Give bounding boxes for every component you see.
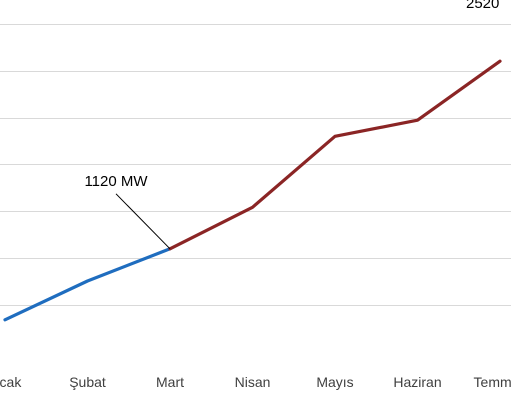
series-line-0 bbox=[3, 247, 172, 322]
x-tick-label-4: Mayıs bbox=[316, 374, 353, 390]
series-line-1 bbox=[168, 59, 502, 251]
x-tick-label-0: Ocak bbox=[0, 374, 22, 390]
x-tick-label-5: Haziran bbox=[393, 374, 441, 390]
x-tick-label-2: Mart bbox=[156, 374, 184, 390]
annotation-leader-line bbox=[115, 193, 171, 250]
x-tick-label-1: Şubat bbox=[69, 374, 106, 390]
x-tick-label-6: Temmuz bbox=[474, 374, 511, 390]
series-lines bbox=[3, 59, 502, 322]
annotation-label-temmuz: 2520 bbox=[466, 0, 499, 12]
annotations: 1120 MW 2520 bbox=[84, 0, 499, 250]
gridlines bbox=[0, 24, 511, 306]
x-tick-label-3: Nisan bbox=[235, 374, 271, 390]
annotation-label-mart: 1120 MW bbox=[84, 173, 148, 190]
x-axis-tick-labels: Ocak Şubat Mart Nisan Mayıs Haziran Temmuz bbox=[0, 374, 511, 390]
